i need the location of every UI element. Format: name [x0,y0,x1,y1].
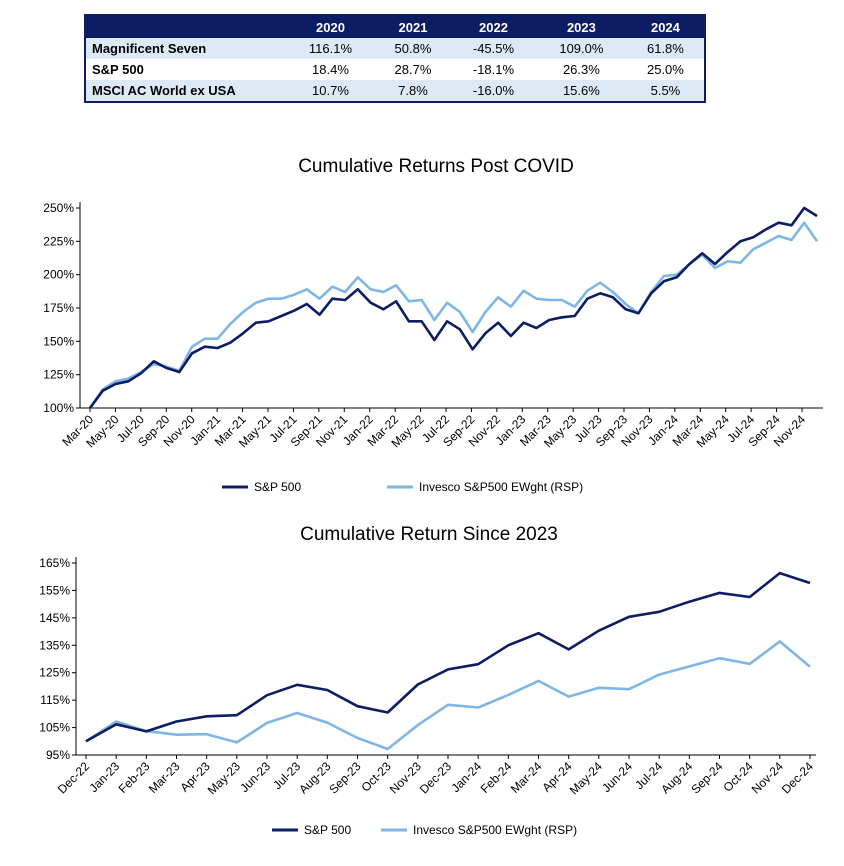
x-tick-label: Dec-23 [417,759,454,796]
x-tick-label: Dec-24 [779,759,816,796]
top-caption-cropped [86,0,716,10]
since-2023-returns-chart: Cumulative Return Since 2023 95% 105% 115%… [39,524,816,837]
y-tick-label: 155% [39,583,70,597]
x-tick-label: Jan-23 [86,759,122,795]
table-cell: 116.1% [286,38,375,59]
x-tick-label: Mar-23 [146,759,183,796]
table-header-cell: 2022 [450,15,536,38]
x-tick-label: Jun-23 [237,759,273,795]
x-tick-label: Aug-23 [296,759,333,796]
table-row-label: S&P 500 [85,59,286,80]
table-cell: -45.5% [450,38,536,59]
x-tick-label: Feb-24 [478,759,515,796]
chart-title: Cumulative Return Since 2023 [300,524,558,545]
x-tick-label: Dec-22 [55,759,92,796]
table-cell: 50.8% [374,38,451,59]
table-header-cell: 2020 [286,15,375,38]
y-tick-label: 95% [46,748,70,762]
series-line-rsp [88,221,819,409]
x-tick-label: Mar-24 [508,759,545,796]
table-cell: 109.0% [535,38,627,59]
table-cell: 10.7% [286,80,375,103]
y-tick-label: 250% [43,201,74,215]
y-tick-label: 150% [43,334,74,348]
y-tick-label: 125% [39,666,70,680]
y-tick-label: 115% [40,693,70,707]
legend-label: Invesco S&P500 EWght (RSP) [419,480,583,494]
table-header-row: 2020 2021 2022 2023 2024 [85,15,705,38]
table-row-label: MSCI AC World ex USA [85,80,286,103]
x-tick-label: Nov-23 [387,759,424,796]
y-tick-label: 145% [39,611,70,625]
table-cell: 5.5% [626,80,705,103]
chart-title: Cumulative Returns Post COVID [298,156,574,177]
y-tick-label: 165% [39,556,70,570]
annual-returns-table: 2020 2021 2022 2023 2024 Magnificent Sev… [84,14,706,103]
legend-label: Invesco S&P500 EWght (RSP) [413,823,577,837]
series-line-sp500 [85,571,811,743]
table-header-cell: 2023 [535,15,627,38]
table-cell: -18.1% [450,59,536,80]
table-cell: 26.3% [535,59,627,80]
x-tick-label: Feb-23 [116,759,153,796]
legend-label: S&P 500 [254,480,301,494]
x-tick-label: Jan-24 [448,759,484,795]
table-cell: 18.4% [286,59,375,80]
y-tick-label: 100% [43,401,74,415]
table-cell: 61.8% [626,38,705,59]
post-covid-returns-chart: Cumulative Returns Post COVID 100% 125% 15… [43,156,823,494]
table-header-cell: 2021 [374,15,451,38]
table-cell: -16.0% [450,80,536,103]
series-line-rsp [85,640,811,751]
table-row: S&P 500 18.4% 28.7% -18.1% 26.3% 25.0% [85,59,705,80]
table-row-label: Magnificent Seven [85,38,286,59]
table-cell: 28.7% [374,59,451,80]
y-tick-label: 125% [43,368,74,382]
y-tick-label: 105% [39,721,70,735]
table-cell: 7.8% [374,80,451,103]
table-cell: 25.0% [626,59,705,80]
x-tick-label: Sep-23 [326,759,363,796]
table-cell: 15.6% [535,80,627,103]
x-tick-label: May-23 [205,759,243,797]
legend-label: S&P 500 [304,823,351,837]
table-row: MSCI AC World ex USA 10.7% 7.8% -16.0% 1… [85,80,705,103]
x-tick-label: Nov-24 [749,759,786,796]
series-line-sp500 [88,206,818,409]
y-tick-label: 225% [43,234,74,248]
y-tick-label: 200% [43,268,74,282]
x-tick-label: May-24 [567,759,605,797]
y-tick-label: 135% [39,638,70,652]
table-row: Magnificent Seven 116.1% 50.8% -45.5% 10… [85,38,705,59]
x-tick-label: Aug-24 [658,759,695,796]
table-header-cell [85,15,286,38]
x-tick-label: Sep-24 [688,759,725,796]
y-tick-label: 175% [43,301,74,315]
x-tick-label: Jun-24 [599,759,635,795]
table-header-cell: 2024 [626,15,705,38]
